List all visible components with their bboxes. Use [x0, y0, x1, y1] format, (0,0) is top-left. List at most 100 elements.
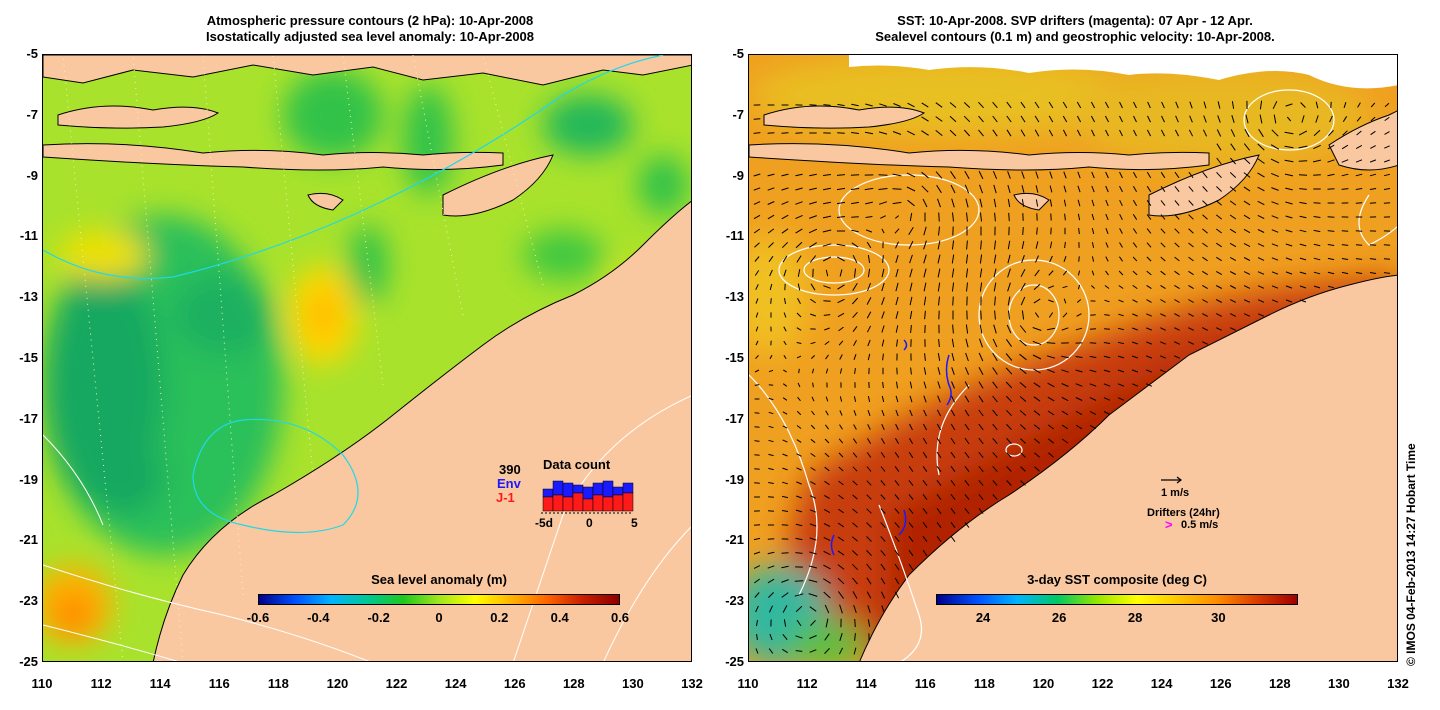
left-xtick: 114 [149, 676, 171, 691]
land-mass [43, 55, 691, 661]
inset-bar-j1 [582, 498, 594, 512]
inset-bar-env [622, 482, 634, 494]
right-xtick: 126 [1209, 676, 1232, 691]
sla-colorbar-title: Sea level anomaly (m) [371, 572, 507, 587]
right-ytick: -19 [725, 471, 744, 487]
sst-field: 1 m/s Drifters (24hr) > 0.5 m/s [749, 55, 1397, 661]
inset-bar-env [582, 486, 594, 500]
left-title-line1: Atmospheric pressure contours (2 hPa): 1… [206, 13, 534, 28]
inset-bar-j1 [622, 492, 634, 512]
right-ytick: -21 [725, 532, 744, 548]
right-ytick: -7 [732, 106, 744, 122]
inset-bar-j1 [562, 496, 574, 512]
left-xtick: 112 [90, 676, 112, 691]
drifters-label: Drifters (24hr) [1147, 507, 1220, 519]
land-mass [749, 105, 1397, 661]
left-xtick: 126 [503, 676, 526, 691]
right-ytick: -15 [725, 350, 744, 365]
right-ytick: -9 [732, 167, 744, 183]
left-ytick: -5 [26, 46, 38, 61]
pressure-contours [62, 55, 544, 661]
right-ytick: -5 [732, 46, 744, 61]
right-xtick: 110 [737, 676, 759, 691]
right-xtick: 120 [1032, 676, 1055, 691]
left-ytick: -19 [19, 471, 38, 487]
geostrophic-velocity-vectors [753, 100, 1391, 655]
velocity-scale-label: 1 m/s [1161, 487, 1189, 499]
imos-credit: © IMOS 04-Feb-2013 14:27 Hobart Time [1404, 443, 1418, 666]
right-xtick: 112 [796, 676, 818, 691]
sst-colorbar-title: 3-day SST composite (deg C) [1027, 572, 1207, 587]
right-ytick: -17 [725, 410, 744, 426]
left-title-line2: Isostatically adjusted sea level anomaly… [205, 29, 535, 44]
inset-label-env: Env [497, 476, 522, 491]
drifter-tracks [830, 339, 952, 556]
left-ytick: -9 [26, 167, 38, 183]
inset-title: Data count [543, 457, 611, 472]
left-xtick: 118 [267, 676, 289, 691]
right-xtick: 114 [855, 676, 877, 691]
inset-bar-env [562, 482, 574, 498]
data-count-inset: 390 Env J-1 Data count -5d 0 5 [496, 457, 638, 530]
inset-bar-j1 [612, 494, 624, 512]
inset-count: 390 [499, 462, 521, 477]
left-ytick: -11 [19, 228, 38, 244]
left-xtick: 120 [326, 676, 349, 691]
right-ytick: -13 [725, 289, 744, 305]
inset-bar-env [602, 480, 614, 498]
inset-label-j1: J-1 [496, 490, 515, 505]
right-xtick: 124 [1150, 676, 1173, 691]
inset-bar-env [592, 482, 604, 496]
sst-map: 1 m/s Drifters (24hr) > 0.5 m/s [748, 54, 1398, 662]
sst-colorbar [936, 594, 1298, 605]
colorbar-tick: 0.2 [490, 610, 509, 625]
left-xtick: 130 [622, 676, 644, 691]
inset-bar-env [542, 488, 554, 498]
white-contours [43, 395, 691, 661]
inset-bar-env [572, 484, 584, 494]
colorbar-tick: 28 [1127, 610, 1143, 625]
colorbar-tick: 26 [1051, 610, 1067, 625]
right-title-line1: SST: 10-Apr-2008. SVP drifters (magenta)… [897, 13, 1253, 28]
left-xtick: 128 [562, 676, 585, 691]
inset-bar-j1 [552, 494, 564, 512]
cloud-gaps [849, 55, 1397, 89]
right-xtick: 130 [1328, 676, 1350, 691]
colorbar-tick: 30 [1211, 610, 1226, 625]
left-ytick: -7 [26, 106, 38, 122]
inset-bar-j1 [602, 496, 614, 512]
left-ytick: -13 [19, 289, 38, 305]
left-ytick: -17 [19, 410, 38, 426]
left-ytick: -23 [19, 593, 38, 609]
drifter-scale-label: 0.5 m/s [1181, 519, 1218, 531]
inset-xtick-mid: 0 [586, 516, 593, 530]
right-ytick: -23 [725, 593, 744, 609]
right-ytick: -11 [725, 228, 744, 244]
sea-level-contours [749, 89, 1397, 661]
colorbar-tick: -0.6 [246, 610, 270, 625]
right-title-line2: Sealevel contours (0.1 m) and geostrophi… [875, 29, 1275, 44]
colorbar-tick: -0.2 [367, 610, 390, 625]
colorbar-tick: 0 [435, 610, 443, 625]
left-ytick: -21 [19, 532, 38, 548]
left-ytick: -25 [19, 654, 38, 669]
cyan-contours [43, 55, 664, 534]
inset-bar-env [552, 480, 564, 496]
sla-colorbar [258, 594, 620, 605]
colorbar-tick: 24 [975, 610, 991, 625]
right-ytick: -25 [725, 654, 744, 669]
colorbar-tick: 0.4 [550, 610, 569, 625]
sea-level-anomaly-field: 390 Env J-1 Data count -5d 0 5 [43, 55, 691, 661]
left-xtick: 124 [444, 676, 467, 691]
colorbar-tick: 0.6 [610, 610, 630, 625]
inset-bar-env [612, 486, 624, 496]
colorbar-tick: -0.4 [307, 610, 330, 625]
inset-bar-j1 [592, 494, 604, 512]
inset-xtick-end: 5 [631, 516, 638, 530]
sea-level-anomaly-map: 390 Env J-1 Data count -5d 0 5 [42, 54, 692, 662]
left-xtick: 116 [208, 676, 230, 691]
right-xtick: 122 [1091, 676, 1114, 691]
inset-xtick-start: -5d [535, 516, 553, 530]
right-xtick: 128 [1268, 676, 1291, 691]
left-xtick: 132 [681, 676, 703, 691]
